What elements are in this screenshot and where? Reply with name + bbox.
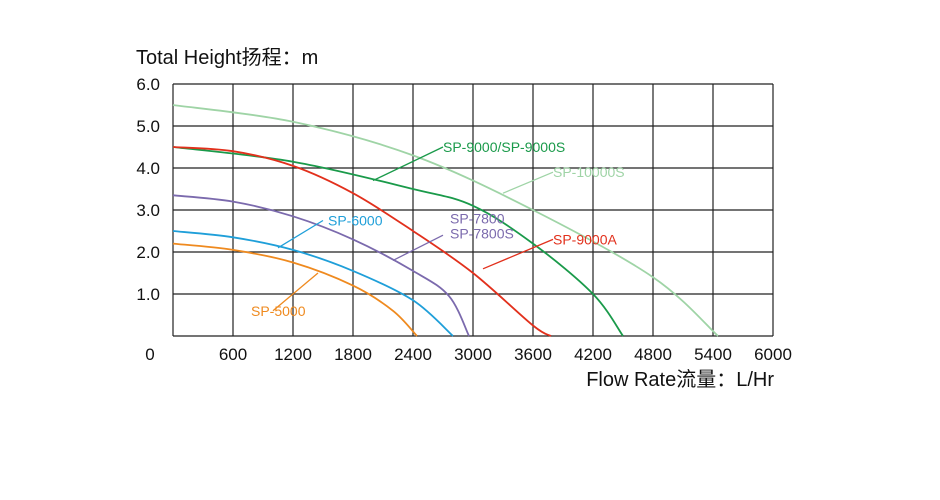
y-tick-label: 3.0 [136,201,160,220]
series-annotations: SP-10000S SP-9000/SP-9000S SP-9000A SP-7800… [251,139,625,319]
x-tick-label: 600 [219,345,247,364]
x-tick-label: 4800 [634,345,672,364]
x-tick-label: 0 [145,345,154,364]
series-label-sp-10000s: SP-10000S [553,164,625,180]
x-tick-label: 1800 [334,345,372,364]
series-label-sp-9000-sp-9000s: SP-9000/SP-9000S [443,139,565,155]
series-line-sp-9000-sp-9000s [172,146,624,337]
y-tick-label: 1.0 [136,285,160,304]
series-label-sp-7800: SP-7800 SP-7800S [450,210,514,241]
x-tick-label: 3600 [514,345,552,364]
series-label-sp-6000: SP-6000 [328,213,383,229]
leader-line-sp-9000-sp-9000s [372,146,444,182]
series-line-sp-7800 [172,194,470,337]
y-tick-label: 4.0 [136,159,160,178]
leader-line-sp-10000s [502,171,554,194]
y-tick-label: 2.0 [136,243,160,262]
x-tick-label: 2400 [394,345,432,364]
y-axis-ticks: 1.0 2.0 3.0 4.0 5.0 6.0 [136,75,160,304]
leader-line-sp-5000 [272,272,319,312]
grid [172,83,774,337]
series-line-sp-9000a [172,146,552,337]
series-line-sp-5000 [172,242,418,337]
x-tick-label: 1200 [274,345,312,364]
series-line-sp-10000s [172,104,719,337]
x-tick-label: 6000 [754,345,792,364]
x-tick-label: 5400 [694,345,732,364]
series-label-sp-9000a: SP-9000A [553,231,617,247]
y-axis-title: Total Height扬程：m [136,46,318,69]
series-line-sp-6000 [172,230,454,337]
series-lines [172,104,719,337]
leader-line-sp-7800 [392,234,444,261]
leader-line-sp-6000 [277,219,324,249]
x-tick-label: 4200 [574,345,612,364]
leader-line-sp-9000a [482,238,554,270]
x-tick-label: 3000 [454,345,492,364]
x-axis-title: Flow Rate流量：L/Hr [586,368,774,391]
y-tick-label: 6.0 [136,75,160,94]
series-label-sp-5000: SP-5000 [251,303,306,319]
x-axis-ticks: 0 600 1200 1800 2400 3000 3600 4200 4800 5400 6000 [145,345,792,364]
y-tick-label: 5.0 [136,117,160,136]
